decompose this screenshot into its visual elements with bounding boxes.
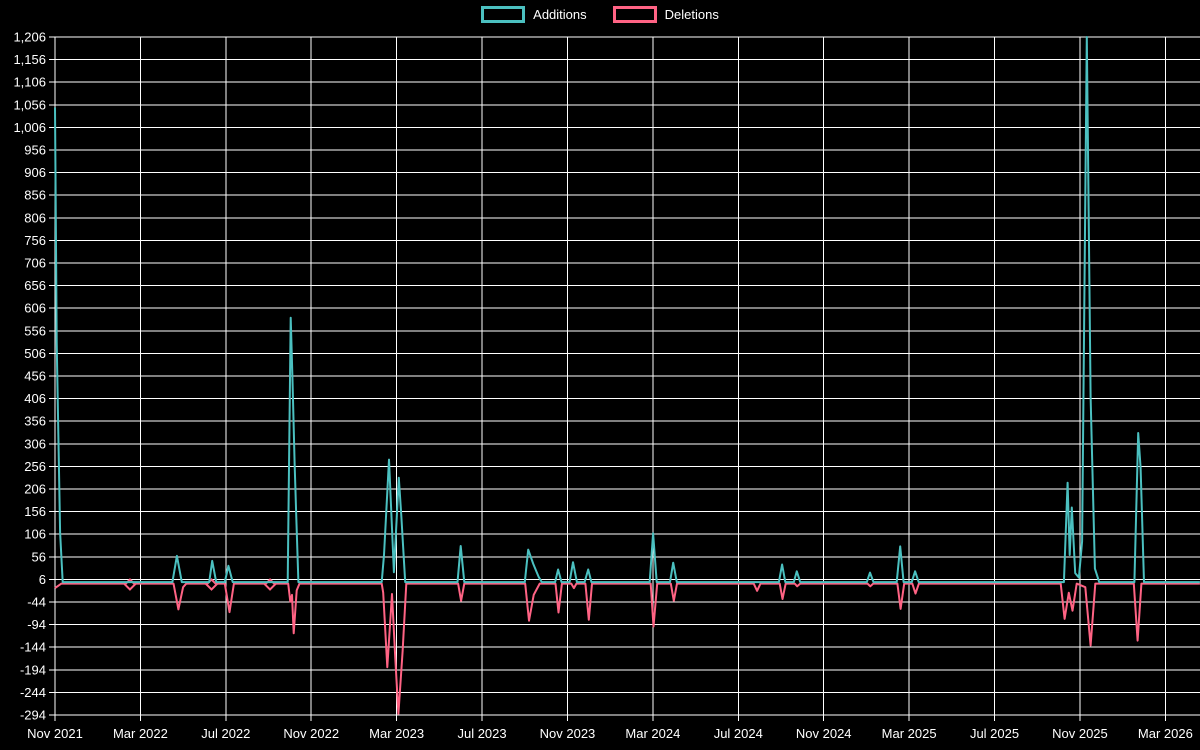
y-tick-label: 306 (24, 436, 46, 451)
y-tick-label: -144 (20, 640, 46, 655)
y-tick-label: -194 (20, 662, 46, 677)
deletions-legend-label: Deletions (664, 6, 719, 22)
y-tick-label: 856 (24, 188, 46, 203)
x-tick-label: Nov 2021 (27, 726, 83, 741)
deletions-swatch (612, 6, 657, 23)
y-tick-label: 156 (24, 504, 46, 519)
x-tick-label: Mar 2025 (882, 726, 937, 741)
y-tick-label: -44 (27, 595, 46, 610)
y-tick-label: 806 (24, 210, 46, 225)
y-tick-label: 706 (24, 256, 46, 271)
x-axis-labels: Nov 2021 Mar 2022 Jul 2022 Nov 2022 Mar 2023… (27, 726, 1193, 741)
grid (49, 36, 1200, 721)
x-tick-label: Mar 2023 (369, 726, 424, 741)
x-tick-label: Mar 2026 (1138, 726, 1193, 741)
y-tick-label: 1,056 (13, 97, 46, 112)
legend-item-additions[interactable]: Additions (481, 6, 587, 23)
x-tick-label: Jul 2022 (201, 726, 250, 741)
y-tick-label: 906 (24, 165, 46, 180)
additions-swatch (481, 6, 526, 23)
y-tick-label: 756 (24, 233, 46, 248)
x-tick-label: Nov 2024 (796, 726, 852, 741)
x-tick-label: Nov 2022 (283, 726, 339, 741)
y-tick-label: 106 (24, 527, 46, 542)
deletions-point-marker (263, 578, 277, 591)
y-axis-labels: 1,206 1,156 1,106 1,056 1,006 956 906 856 806 756… (13, 30, 46, 723)
y-tick-label: 1,156 (13, 52, 46, 67)
y-tick-label: 1,106 (13, 75, 46, 90)
y-tick-label: -94 (27, 617, 46, 632)
y-tick-label: 356 (24, 414, 46, 429)
y-tick-label: 206 (24, 482, 46, 497)
y-tick-label: 56 (32, 549, 46, 564)
chart-legend: Additions Deletions (0, 6, 1200, 23)
y-tick-label: 656 (24, 278, 46, 293)
deletions-point-marker (123, 578, 137, 591)
x-tick-label: Mar 2024 (625, 726, 680, 741)
x-tick-label: Nov 2023 (540, 726, 596, 741)
additions-legend-label: Additions (533, 6, 587, 22)
x-tick-label: Jul 2023 (457, 726, 506, 741)
additions-series (54, 36, 1200, 584)
y-tick-label: 256 (24, 459, 46, 474)
additions-line (54, 36, 1200, 584)
x-tick-label: Mar 2022 (113, 726, 168, 741)
y-tick-label: 506 (24, 346, 46, 361)
x-tick-label: Jul 2024 (714, 726, 763, 741)
deletions-line (54, 582, 1200, 715)
x-tick-label: Jul 2025 (970, 726, 1019, 741)
y-tick-label: -244 (20, 685, 46, 700)
y-tick-label: 406 (24, 391, 46, 406)
legend-item-deletions[interactable]: Deletions (612, 6, 719, 23)
y-tick-label: 1,006 (13, 120, 46, 135)
y-tick-label: 956 (24, 143, 46, 158)
y-tick-label: 1,206 (13, 30, 46, 45)
deletions-series (54, 578, 1200, 715)
y-tick-label: 456 (24, 369, 46, 384)
y-tick-label: 606 (24, 301, 46, 316)
x-tick-label: Nov 2025 (1052, 726, 1108, 741)
y-tick-label: -294 (20, 708, 46, 723)
y-tick-label: 556 (24, 323, 46, 338)
y-tick-label: 6 (39, 572, 46, 587)
